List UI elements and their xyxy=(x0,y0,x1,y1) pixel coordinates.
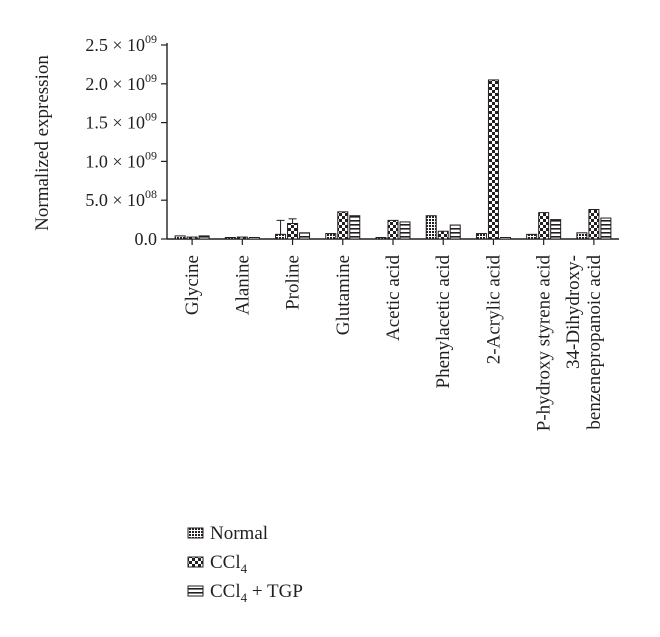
y-tick-label: 2.0 × 1009 xyxy=(85,71,157,94)
bar xyxy=(437,230,449,240)
x-tick-label: Phenylacetic acid xyxy=(433,255,454,389)
y-tick-label: 5.0 × 1008 xyxy=(85,187,157,210)
bar xyxy=(600,217,612,240)
x-tick-labels: Glycine Alanine Proline Glutamine Acetic aci… xyxy=(182,255,605,432)
bar xyxy=(487,79,499,240)
x-axis xyxy=(167,238,619,245)
x-tick-label: 2-Acrylic acid xyxy=(483,255,504,365)
bar xyxy=(287,222,299,240)
bar xyxy=(248,237,260,240)
legend-label: CCl4 xyxy=(210,552,248,576)
bar xyxy=(224,237,236,240)
bar xyxy=(588,209,600,240)
bar xyxy=(275,233,287,240)
bar xyxy=(550,219,562,240)
x-tick-label: Alanine xyxy=(232,255,253,315)
bar xyxy=(174,235,186,240)
bar xyxy=(499,237,511,240)
x-tick-label-line: Acetic acid xyxy=(383,255,404,341)
bar xyxy=(186,236,198,240)
x-tick-label-line: Proline xyxy=(283,255,304,310)
y-tick-label: 1.5 × 1009 xyxy=(85,110,157,133)
bar xyxy=(349,215,361,240)
x-tick-label-line: P-hydroxy styrene acid xyxy=(534,255,555,432)
bar xyxy=(387,219,399,240)
bar xyxy=(337,211,349,240)
x-tick-label: 34-Dihydroxy-benzenepropanoic acid xyxy=(563,255,605,430)
bar xyxy=(526,233,538,240)
x-tick-label: Glycine xyxy=(182,255,203,315)
x-tick-label-line: Alanine xyxy=(232,255,253,315)
bar xyxy=(299,232,311,240)
y-axis: 0.0 5.0 × 1008 1.0 × 1009 1.5 × 1009 2.0 × 1… xyxy=(85,32,168,249)
x-tick-label-line: Glutamine xyxy=(333,255,354,335)
x-tick-label: Acetic acid xyxy=(383,255,404,341)
x-tick-label: Proline xyxy=(283,255,304,310)
bar xyxy=(399,221,411,240)
legend-swatch xyxy=(187,527,204,539)
bar xyxy=(538,212,550,240)
x-tick-label-line: 2-Acrylic acid xyxy=(483,255,504,365)
y-tick-label: 0.0 xyxy=(135,229,158,249)
bar xyxy=(325,233,337,240)
bar xyxy=(425,215,437,240)
y-axis-label: Normalized expression xyxy=(32,55,53,231)
legend-label: Normal xyxy=(210,523,268,544)
legend: Normal CCl4 CCl4 + TGP xyxy=(187,523,303,605)
bars xyxy=(174,79,612,240)
bar xyxy=(475,233,487,240)
bar xyxy=(576,232,588,240)
bar xyxy=(198,235,210,240)
y-tick-label: 1.0 × 1009 xyxy=(85,148,157,171)
y-tick-label: 2.5 × 1009 xyxy=(85,32,157,55)
x-tick-label: Glutamine xyxy=(333,255,354,335)
legend-swatch xyxy=(187,556,204,568)
x-tick-label: P-hydroxy styrene acid xyxy=(534,255,555,432)
x-tick-label-line: 34-Dihydroxy- xyxy=(563,255,584,369)
bar xyxy=(375,237,387,240)
bar xyxy=(236,236,248,240)
legend-swatch xyxy=(187,585,204,597)
x-tick-label-line: benzenepropanoic acid xyxy=(584,255,605,430)
legend-label: CCl4 + TGP xyxy=(210,581,303,605)
bar xyxy=(449,224,461,240)
x-tick-label-line: Phenylacetic acid xyxy=(433,255,454,389)
x-tick-label-line: Glycine xyxy=(182,255,203,315)
